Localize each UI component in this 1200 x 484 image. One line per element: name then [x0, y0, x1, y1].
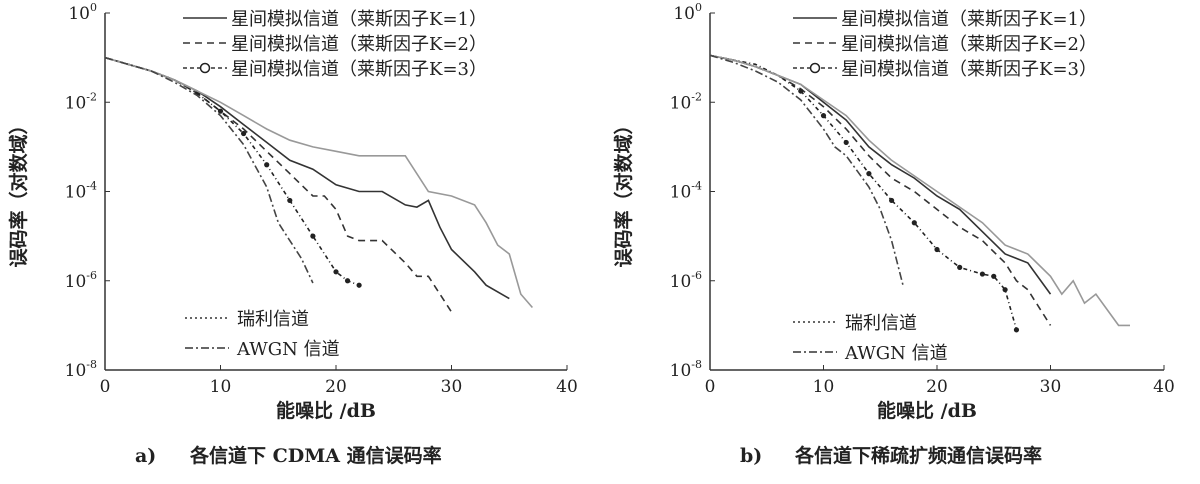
- y-tick-label: 10-6: [670, 269, 702, 292]
- x-axis-label: 能噪比 /dB: [276, 399, 376, 422]
- legend-label: 星间模拟信道（莱斯因子K=2）: [841, 34, 1097, 55]
- legend-label: 星间模拟信道（莱斯因子K=3）: [231, 59, 487, 80]
- series-line-circle: [104, 56, 360, 286]
- series-line-solid: [104, 56, 510, 300]
- data-point: [979, 271, 986, 277]
- x-tick-label: 30: [441, 377, 463, 397]
- legend-label: 星间模拟信道（莱斯因子K=2）: [231, 34, 487, 55]
- legend-label: AWGN 信道: [844, 343, 948, 364]
- y-tick-label: 100: [673, 1, 702, 24]
- data-point: [217, 108, 224, 114]
- data-point: [1002, 287, 1008, 293]
- series-line-circle: [709, 54, 1018, 331]
- data-point: [356, 282, 362, 288]
- legend-label: 瑞利信道: [845, 313, 917, 334]
- x-axis-label: 能噪比 /dB: [877, 399, 977, 422]
- legend-label: 星间模拟信道（莱斯因子K=1）: [841, 9, 1097, 30]
- x-tick-label: 0: [705, 377, 716, 397]
- y-axis-label: 误码率（对数域）: [7, 115, 30, 267]
- y-tick-label: 10-8: [670, 358, 702, 381]
- series-line-dashdot: [709, 54, 904, 286]
- data-point: [344, 278, 351, 284]
- data-point: [866, 171, 872, 177]
- legend-label: 瑞利信道: [237, 309, 309, 330]
- data-point: [991, 273, 997, 279]
- data-point: [1013, 327, 1020, 333]
- data-point: [264, 162, 270, 168]
- y-tick-label: 100: [68, 1, 97, 24]
- legend-circle-marker: [199, 62, 211, 74]
- panel-b: 0 10 20 30 40 100 10-2 10-4 10-6 10-8 星间模拟信道（莱斯因子K…: [612, 1, 1175, 467]
- y-tick-label: 10-6: [65, 269, 97, 292]
- data-point: [287, 197, 293, 204]
- data-point: [843, 139, 849, 146]
- y-tick-label: 10-2: [670, 90, 702, 113]
- x-tick-label: 40: [556, 377, 578, 397]
- y-tick-label: 10-4: [65, 180, 97, 203]
- y-tick-label: 10-4: [670, 180, 702, 203]
- panel-caption: 各信道下稀疏扩频通信误码率: [794, 444, 1042, 467]
- series-line-dashdot: [104, 56, 314, 284]
- x-tick-label: 40: [1153, 377, 1175, 397]
- y-axis-label: 误码率（对数域）: [612, 115, 635, 267]
- y-tick-label: 10-8: [65, 358, 97, 381]
- legend-label: 星间模拟信道（莱斯因子K=1）: [231, 9, 487, 30]
- legend-label: AWGN 信道: [236, 339, 340, 360]
- x-tick-label: 10: [210, 377, 232, 397]
- data-point: [241, 130, 247, 137]
- series-line-dotted: [709, 54, 1130, 327]
- data-point: [889, 197, 895, 204]
- panel-a: 0 10 20 30 40 100 10-2 10-4 10-6 10-8 星间模拟信道（莱斯因子K…: [7, 1, 578, 467]
- y-tick-label: 10-2: [65, 90, 97, 113]
- data-point: [957, 264, 963, 270]
- data-point: [934, 246, 940, 253]
- x-tick-label: 10: [813, 377, 835, 397]
- series-line-dotted: [104, 56, 534, 309]
- x-tick-label: 20: [325, 377, 347, 397]
- panel-caption: 各信道下 CDMA 通信误码率: [189, 444, 442, 467]
- panel-label: a): [135, 445, 156, 467]
- series-line-dashed: [709, 54, 1052, 326]
- legend-label: 星间模拟信道（莱斯因子K=3）: [841, 59, 1097, 80]
- data-point: [911, 220, 917, 226]
- x-tick-label: 20: [926, 377, 948, 397]
- legend-circle-marker: [809, 62, 821, 74]
- data-point: [310, 233, 316, 239]
- x-tick-label: 30: [1040, 377, 1062, 397]
- data-point: [333, 269, 339, 275]
- data-point: [820, 113, 827, 119]
- panel-label: b): [740, 445, 762, 467]
- x-tick-label: 0: [100, 377, 111, 397]
- series-line-dashed: [104, 56, 453, 313]
- data-point: [798, 88, 804, 94]
